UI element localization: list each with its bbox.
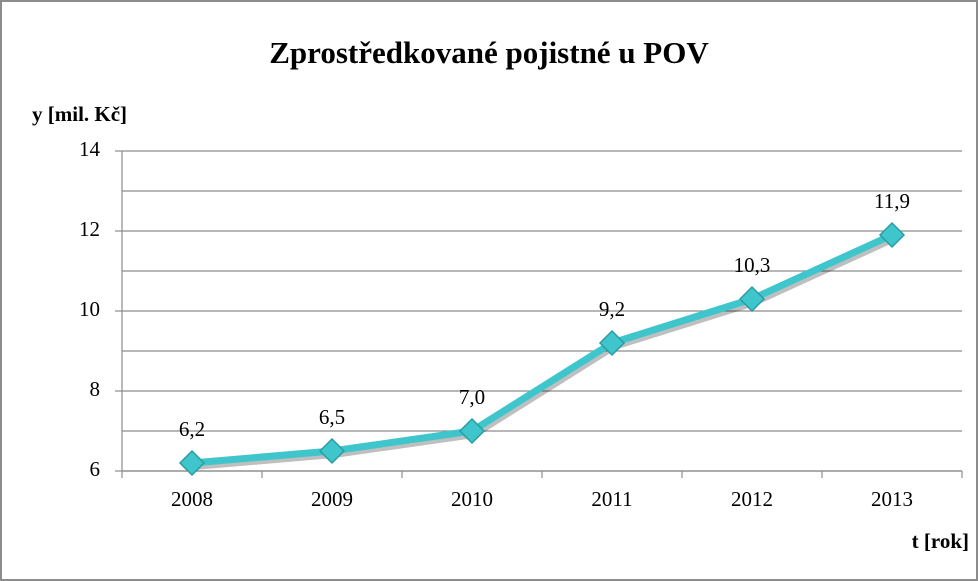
data-label: 10,3 [734,253,771,277]
x-tick-label: 2008 [171,487,213,511]
y-axis-label: y [mil. Kč] [32,102,127,126]
data-label: 11,9 [874,189,910,213]
x-tick-label: 2013 [871,487,913,511]
data-label: 7,0 [459,385,485,409]
x-tick-label: 2009 [311,487,353,511]
x-tick-label: 2012 [731,487,773,511]
y-tick-label: 8 [90,377,101,401]
y-tick-label: 10 [79,297,100,321]
x-tick-label: 2010 [451,487,493,511]
y-tick-label: 12 [79,217,100,241]
x-tick-label: 2011 [591,487,632,511]
data-label: 6,5 [319,405,345,429]
marker [598,329,626,357]
marker [458,417,486,445]
marker [178,449,206,477]
marker [738,285,766,313]
x-axis-label: t [rok] [912,529,969,553]
marker [878,221,906,249]
data-label: 9,2 [599,297,625,321]
marker [318,437,346,465]
chart-title: Zprostředkované pojistné u POV [269,35,709,70]
y-tick-label: 6 [90,457,101,481]
data-label: 6,2 [179,417,205,441]
y-tick-label: 14 [79,137,101,161]
data-line [191,231,894,467]
